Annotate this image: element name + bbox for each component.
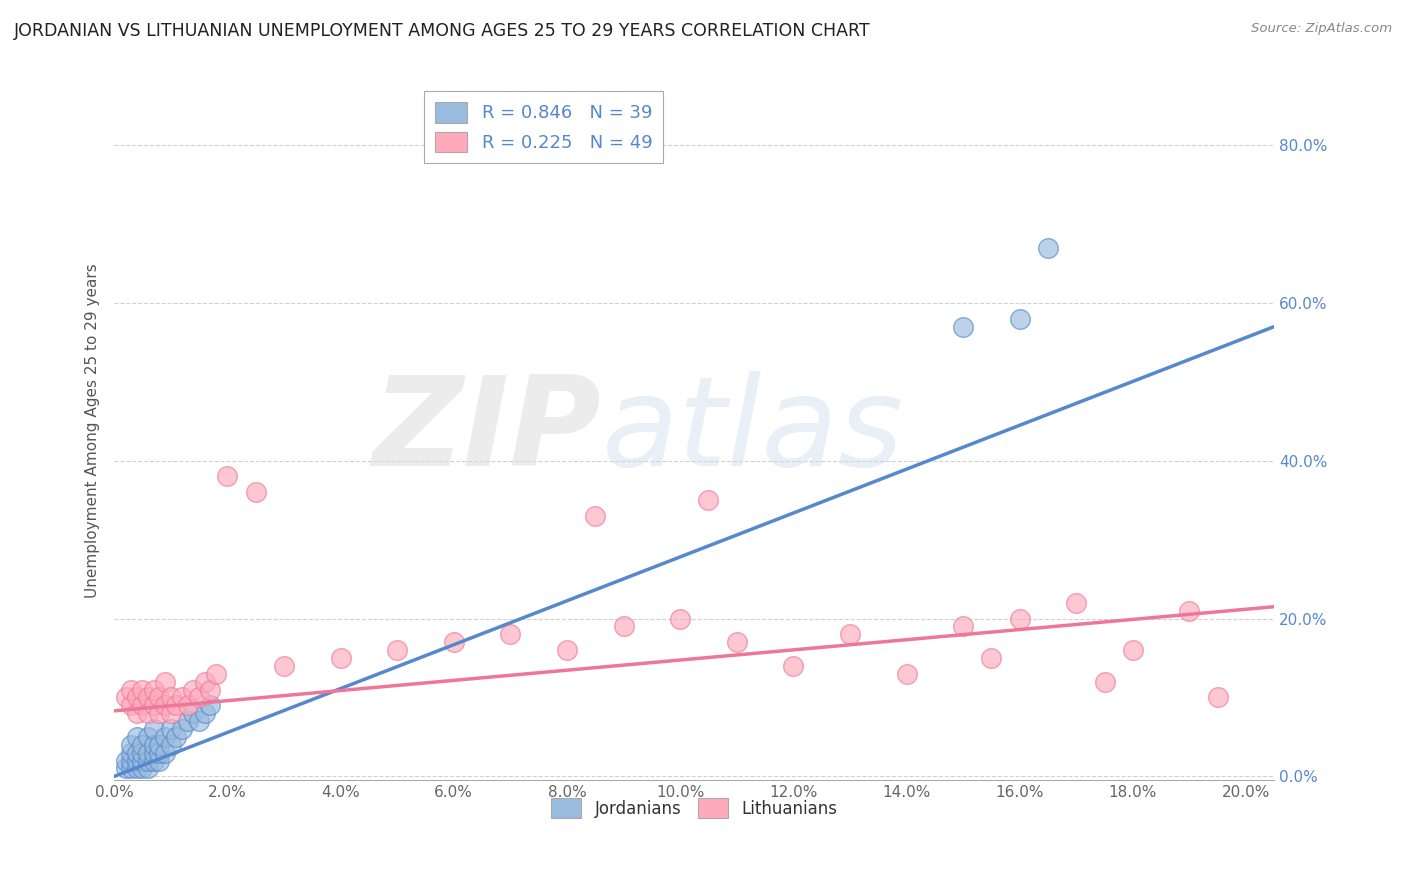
Point	[125, 730, 148, 744]
Point	[583, 508, 606, 523]
Point	[136, 730, 159, 744]
Point	[1094, 674, 1116, 689]
Point	[245, 485, 267, 500]
Point	[148, 754, 170, 768]
Point	[125, 762, 148, 776]
Point	[980, 651, 1002, 665]
Point	[1036, 241, 1059, 255]
Point	[194, 706, 217, 721]
Point	[114, 754, 136, 768]
Point	[125, 690, 148, 705]
Point	[136, 762, 159, 776]
Point	[125, 746, 148, 760]
Point	[194, 674, 217, 689]
Point	[172, 722, 194, 736]
Point	[443, 635, 465, 649]
Text: JORDANIAN VS LITHUANIAN UNEMPLOYMENT AMONG AGES 25 TO 29 YEARS CORRELATION CHART: JORDANIAN VS LITHUANIAN UNEMPLOYMENT AMO…	[14, 22, 870, 40]
Point	[1206, 690, 1229, 705]
Point	[952, 619, 974, 633]
Text: Source: ZipAtlas.com: Source: ZipAtlas.com	[1251, 22, 1392, 36]
Point	[136, 746, 159, 760]
Point	[165, 698, 187, 713]
Point	[142, 698, 165, 713]
Point	[273, 658, 295, 673]
Point	[131, 682, 153, 697]
Point	[385, 643, 408, 657]
Point	[136, 706, 159, 721]
Point	[1178, 604, 1201, 618]
Y-axis label: Unemployment Among Ages 25 to 29 years: Unemployment Among Ages 25 to 29 years	[86, 264, 100, 599]
Point	[188, 690, 211, 705]
Point	[188, 714, 211, 728]
Point	[725, 635, 748, 649]
Point	[1008, 311, 1031, 326]
Point	[612, 619, 634, 633]
Point	[120, 698, 142, 713]
Point	[1008, 611, 1031, 625]
Point	[153, 730, 176, 744]
Point	[142, 722, 165, 736]
Point	[1122, 643, 1144, 657]
Point	[125, 706, 148, 721]
Point	[153, 698, 176, 713]
Point	[177, 698, 200, 713]
Point	[131, 762, 153, 776]
Point	[142, 746, 165, 760]
Point	[205, 666, 228, 681]
Point	[142, 682, 165, 697]
Point	[172, 690, 194, 705]
Point	[329, 651, 352, 665]
Legend: Jordanians, Lithuanians: Jordanians, Lithuanians	[544, 792, 844, 824]
Point	[153, 674, 176, 689]
Point	[142, 754, 165, 768]
Point	[183, 682, 205, 697]
Point	[177, 714, 200, 728]
Point	[148, 706, 170, 721]
Text: ZIP: ZIP	[373, 370, 602, 491]
Point	[159, 706, 181, 721]
Point	[114, 690, 136, 705]
Point	[669, 611, 692, 625]
Point	[165, 730, 187, 744]
Point	[782, 658, 804, 673]
Point	[120, 738, 142, 752]
Point	[148, 746, 170, 760]
Point	[148, 738, 170, 752]
Text: atlas: atlas	[602, 370, 904, 491]
Point	[114, 762, 136, 776]
Point	[131, 746, 153, 760]
Point	[120, 746, 142, 760]
Point	[125, 754, 148, 768]
Point	[142, 738, 165, 752]
Point	[131, 754, 153, 768]
Point	[217, 469, 239, 483]
Point	[1064, 596, 1087, 610]
Point	[120, 682, 142, 697]
Point	[200, 698, 222, 713]
Point	[120, 754, 142, 768]
Point	[159, 722, 181, 736]
Point	[200, 682, 222, 697]
Point	[952, 319, 974, 334]
Point	[838, 627, 860, 641]
Point	[120, 762, 142, 776]
Point	[555, 643, 578, 657]
Point	[697, 493, 720, 508]
Point	[136, 690, 159, 705]
Point	[159, 690, 181, 705]
Point	[131, 738, 153, 752]
Point	[148, 690, 170, 705]
Point	[136, 754, 159, 768]
Point	[153, 746, 176, 760]
Point	[499, 627, 522, 641]
Point	[183, 706, 205, 721]
Point	[159, 738, 181, 752]
Point	[896, 666, 918, 681]
Point	[131, 698, 153, 713]
